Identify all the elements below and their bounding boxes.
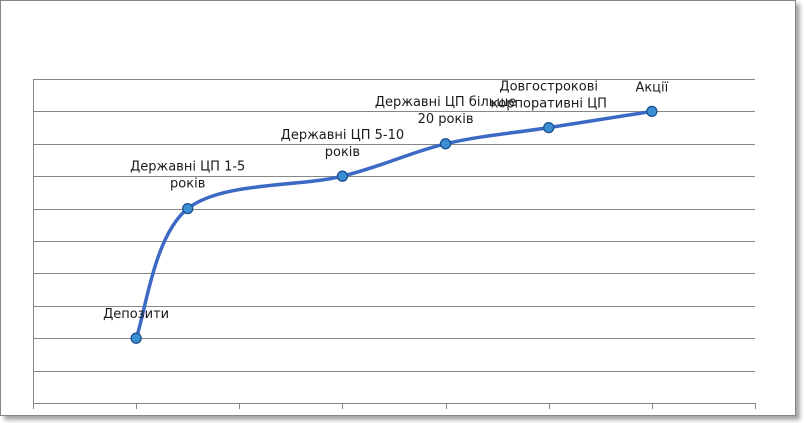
data-label-line: Державні ЦП 5-10 (281, 128, 405, 143)
data-label-line: Депозити (103, 307, 169, 322)
data-label-line: Акції (635, 80, 668, 95)
data-label: Державні ЦП 5-10 років (281, 128, 405, 160)
data-label-line: Державні ЦП більше (375, 95, 516, 110)
data-point (646, 105, 658, 118)
data-point (130, 332, 142, 344)
data-label: Акції (635, 80, 668, 95)
data-point (543, 121, 555, 134)
data-label-line: корпоративні ЦП (490, 97, 607, 112)
data-label: Державні ЦП більше 20 років (375, 95, 516, 127)
data-label-line: років (170, 177, 205, 192)
data-label: Довгострокові корпоративні ЦП (490, 80, 607, 112)
data-label-line: Довгострокові (499, 80, 598, 95)
data-label-line: років (325, 145, 360, 160)
data-point (182, 202, 194, 215)
series-group (130, 105, 658, 344)
data-label-line: 20 років (418, 112, 474, 127)
axes (33, 79, 756, 409)
chart-frame (0, 0, 796, 416)
data-label: Депозити (103, 307, 169, 322)
data-label: Державні ЦП 1-5 років (130, 160, 245, 192)
data-label-line: Державні ЦП 1-5 (130, 160, 245, 175)
gridlines (33, 79, 755, 372)
data-point (336, 170, 349, 182)
series-line (134, 109, 654, 340)
data-point (439, 138, 452, 150)
